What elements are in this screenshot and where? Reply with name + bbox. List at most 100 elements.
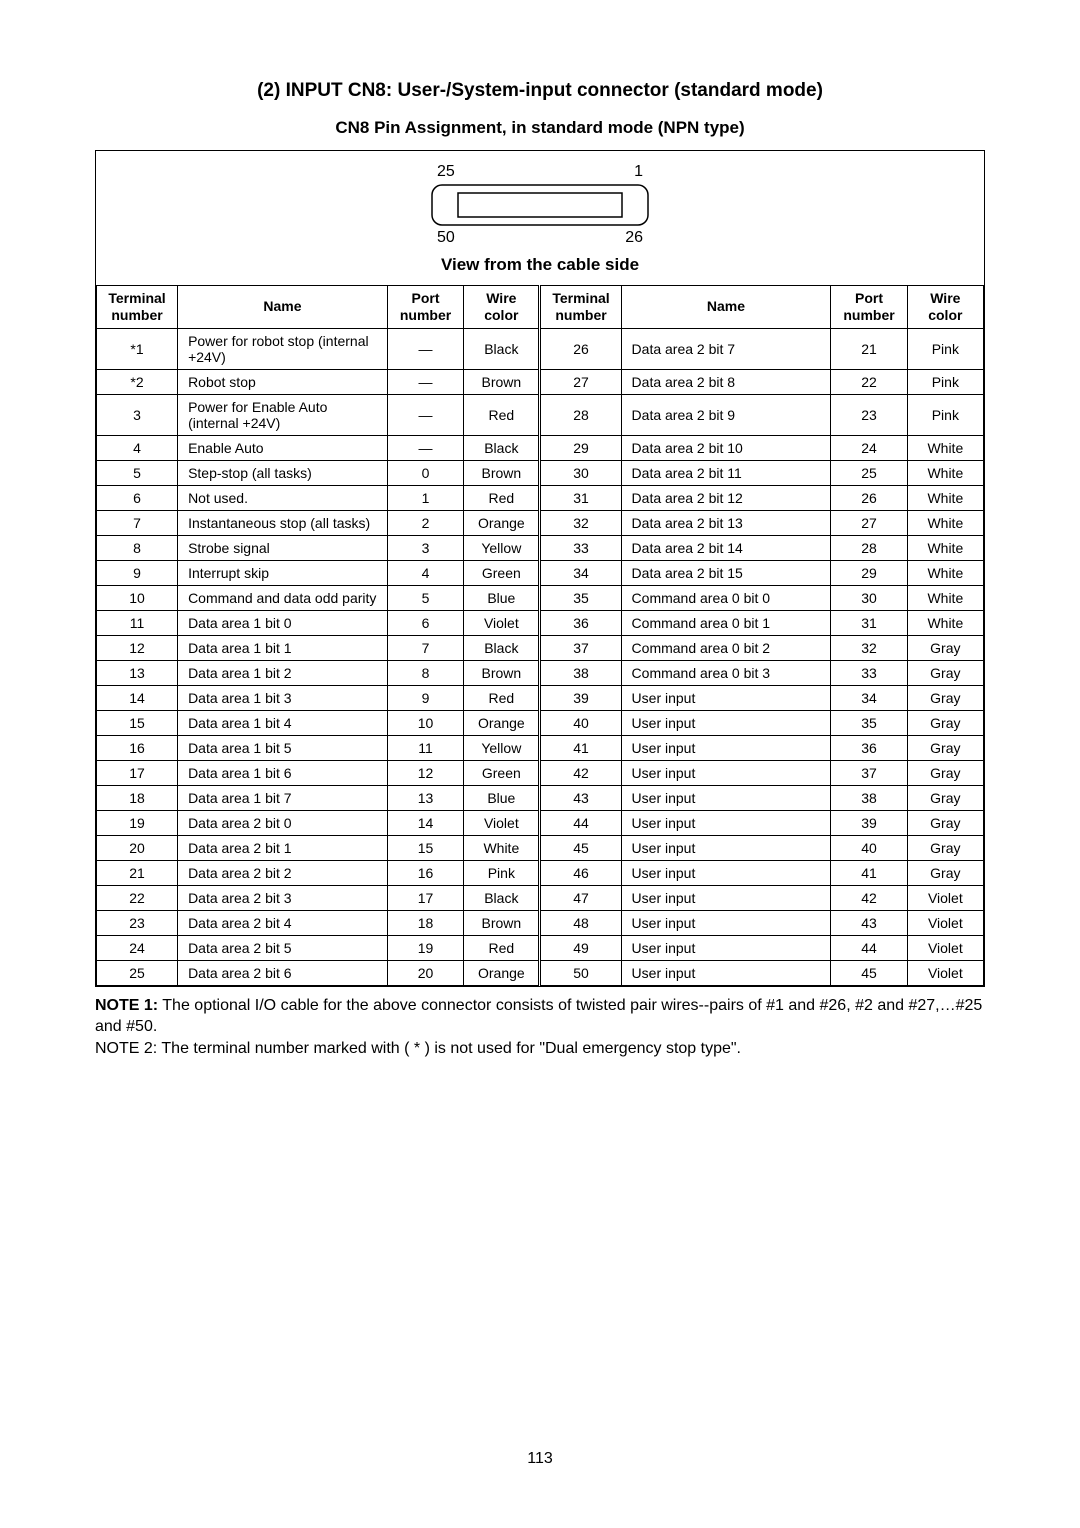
cell-wire-l: Black [464,635,540,660]
cell-wire-r: White [907,510,983,535]
cell-port-l: 15 [387,835,463,860]
cell-port-l: 2 [387,510,463,535]
cell-terminal-r: 47 [540,885,621,910]
cell-wire-r: Gray [907,635,983,660]
cell-terminal-r: 45 [540,835,621,860]
cell-wire-l: Black [464,435,540,460]
cell-port-r: 33 [831,660,907,685]
cell-name-r: User input [621,885,831,910]
cell-name-r: Data area 2 bit 11 [621,460,831,485]
cell-name-l: Data area 2 bit 6 [178,960,388,985]
cell-port-r: 27 [831,510,907,535]
cell-wire-r: Gray [907,810,983,835]
cell-name-l: Data area 2 bit 3 [178,885,388,910]
th-name-l: Name [178,286,388,329]
table-row: 24Data area 2 bit 519Red49User input44Vi… [97,935,984,960]
pin-label-bottom-left: 50 [437,229,455,247]
table-row: 15Data area 1 bit 410Orange40User input3… [97,710,984,735]
table-row: 11Data area 1 bit 06Violet36Command area… [97,610,984,635]
cell-wire-l: Orange [464,510,540,535]
cell-terminal-r: 37 [540,635,621,660]
cell-port-l: 16 [387,860,463,885]
cell-wire-l: Pink [464,860,540,885]
cell-port-r: 26 [831,485,907,510]
cell-name-r: User input [621,960,831,985]
cell-name-l: Step-stop (all tasks) [178,460,388,485]
cell-terminal-r: 30 [540,460,621,485]
cell-name-r: Command area 0 bit 0 [621,585,831,610]
cell-terminal-l: 25 [97,960,178,985]
cell-wire-r: White [907,435,983,460]
cell-name-r: User input [621,710,831,735]
cell-wire-l: Brown [464,910,540,935]
cell-port-l: 0 [387,460,463,485]
table-row: 13Data area 1 bit 28Brown38Command area … [97,660,984,685]
table-row: 6Not used.1Red31Data area 2 bit 1226Whit… [97,485,984,510]
cell-wire-l: Red [464,485,540,510]
th-terminal-l: Terminal number [97,286,178,329]
table-row: 10Command and data odd parity5Blue35Comm… [97,585,984,610]
th-wire-l: Wire color [464,286,540,329]
cell-terminal-l: 11 [97,610,178,635]
cell-terminal-l: 17 [97,760,178,785]
cell-name-r: Data area 2 bit 7 [621,328,831,369]
cell-wire-l: Orange [464,710,540,735]
cell-name-r: Data area 2 bit 8 [621,369,831,394]
cell-terminal-l: 21 [97,860,178,885]
cell-terminal-r: 48 [540,910,621,935]
cell-port-r: 41 [831,860,907,885]
cell-port-l: — [387,394,463,435]
cell-wire-r: White [907,485,983,510]
cell-port-r: 34 [831,685,907,710]
cell-wire-r: Pink [907,394,983,435]
cell-name-l: Command and data odd parity [178,585,388,610]
cell-port-r: 24 [831,435,907,460]
cell-wire-r: Gray [907,685,983,710]
cell-port-l: — [387,369,463,394]
note1-text: The optional I/O cable for the above con… [95,997,982,1036]
cell-name-r: Command area 0 bit 3 [621,660,831,685]
cell-terminal-l: 22 [97,885,178,910]
cell-port-r: 39 [831,810,907,835]
cell-port-r: 32 [831,635,907,660]
table-row: 12Data area 1 bit 17Black37Command area … [97,635,984,660]
cell-name-l: Data area 2 bit 0 [178,810,388,835]
cell-port-l: 7 [387,635,463,660]
cell-port-r: 31 [831,610,907,635]
th-port-r: Port number [831,286,907,329]
th-wire-r: Wire color [907,286,983,329]
cell-terminal-l: *1 [97,328,178,369]
cell-wire-l: Violet [464,610,540,635]
cell-port-l: 11 [387,735,463,760]
pin-label-bottom-right: 26 [625,229,643,247]
cell-port-r: 44 [831,935,907,960]
cell-terminal-l: 9 [97,560,178,585]
table-row: 7Instantaneous stop (all tasks)2Orange32… [97,510,984,535]
cell-wire-r: Gray [907,660,983,685]
cell-wire-r: Gray [907,785,983,810]
cell-name-l: Data area 2 bit 4 [178,910,388,935]
cell-name-r: Data area 2 bit 10 [621,435,831,460]
table-row: 21Data area 2 bit 216Pink46User input41G… [97,860,984,885]
cell-terminal-r: 41 [540,735,621,760]
cell-terminal-l: 10 [97,585,178,610]
cell-port-l: 3 [387,535,463,560]
cell-terminal-r: 35 [540,585,621,610]
cell-terminal-l: 12 [97,635,178,660]
cell-name-l: Data area 1 bit 2 [178,660,388,685]
cell-port-l: 1 [387,485,463,510]
cell-port-l: 12 [387,760,463,785]
cell-wire-r: Gray [907,710,983,735]
cell-terminal-l: 18 [97,785,178,810]
cell-terminal-r: 40 [540,710,621,735]
cell-port-l: 6 [387,610,463,635]
cell-name-l: Data area 1 bit 1 [178,635,388,660]
page-number: 113 [0,1450,1080,1468]
cell-terminal-l: 4 [97,435,178,460]
cell-terminal-r: 46 [540,860,621,885]
cell-terminal-l: 7 [97,510,178,535]
cell-name-r: Data area 2 bit 13 [621,510,831,535]
th-port-l: Port number [387,286,463,329]
cell-port-l: 10 [387,710,463,735]
cell-wire-r: Violet [907,885,983,910]
